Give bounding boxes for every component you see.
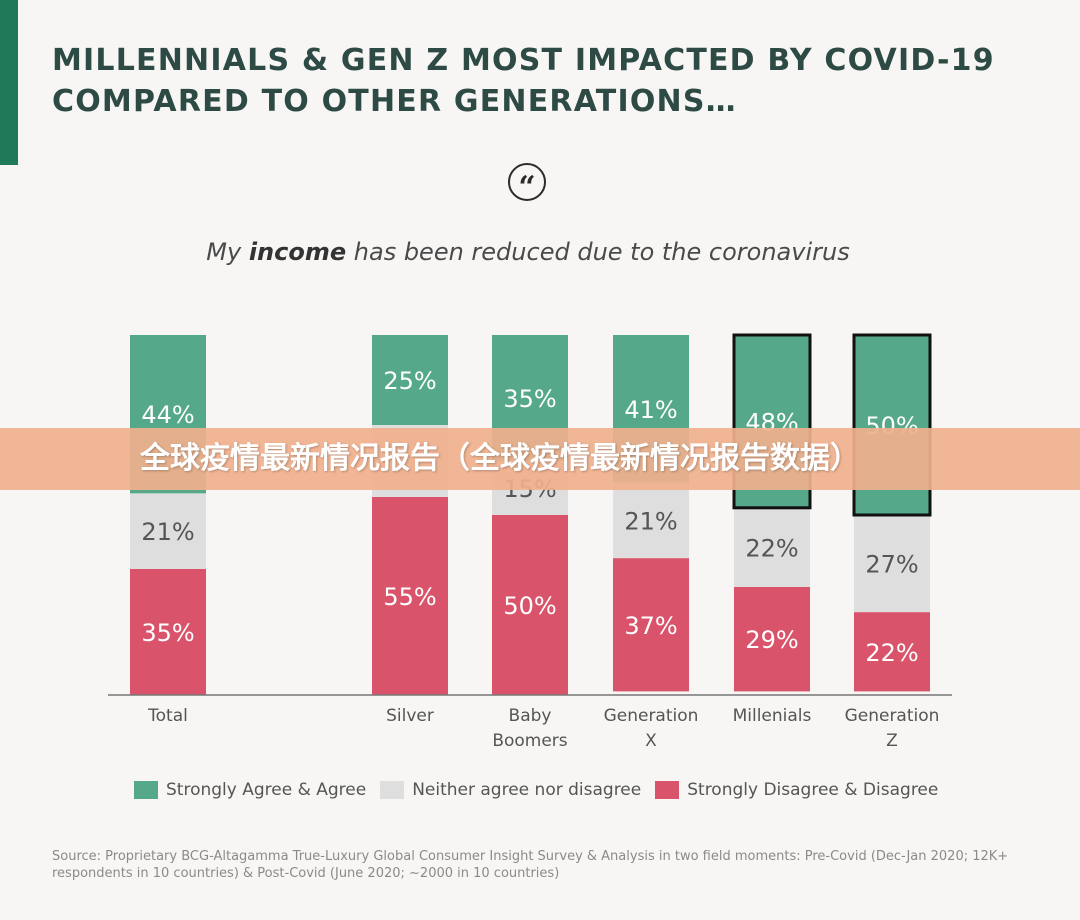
category-label-generation-z: Generation Z: [845, 706, 940, 751]
bar-generation-z-neither-agree-nor-disagree: [854, 515, 930, 613]
bar-millenials-strongly-disagree-disagree: [734, 587, 810, 692]
data-label-generation-z-strongly-disagree-disagree: 22%: [865, 639, 918, 667]
legend-label-neither: Neither agree nor disagree: [412, 780, 642, 800]
data-label-millenials-strongly-disagree-disagree: 29%: [745, 626, 798, 654]
subtitle-before: My: [206, 238, 249, 266]
legend-item-disagree: Strongly Disagree & Disagree: [655, 780, 938, 800]
bar-silver-strongly-disagree-disagree: [372, 497, 448, 695]
category-label-millenials: Millenials: [733, 706, 812, 726]
highlight-box-millenials: [732, 333, 812, 510]
bar-generation-x-strongly-disagree-disagree: [613, 558, 689, 692]
chart-subtitle: My income has been reduced due to the co…: [0, 238, 1056, 266]
bar-generation-z-strongly-disagree-disagree: [854, 612, 930, 692]
data-label-generation-x-strongly-disagree-disagree: 37%: [624, 612, 677, 640]
banner-text: 全球疫情最新情况报告（全球疫情最新情况报告数据）: [140, 441, 860, 476]
data-label-generation-z-neither-agree-nor-disagree: 27%: [865, 551, 918, 579]
category-label-baby-boomers: Baby Boomers: [492, 706, 567, 751]
legend-item-agree: Strongly Agree & Agree: [134, 780, 366, 800]
data-label-millenials-neither-agree-nor-disagree: 22%: [745, 534, 798, 562]
category-label-total: Total: [147, 706, 188, 726]
data-label-total-strongly-disagree-disagree: 35%: [141, 619, 194, 647]
bar-silver-strongly-agree-agree: [372, 335, 448, 425]
highlight-box-generation-z: [852, 333, 932, 517]
category-label-silver: Silver: [386, 706, 434, 726]
data-label-total-strongly-agree-agree: 44%: [141, 401, 194, 429]
data-label-baby-boomers-strongly-agree-agree: 35%: [503, 385, 556, 413]
accent-bar: [0, 0, 18, 165]
chart-legend: Strongly Agree & Agree Neither agree nor…: [134, 780, 952, 800]
category-label-generation-x: Generation X: [604, 706, 699, 751]
data-label-total-neither-agree-nor-disagree: 21%: [141, 518, 194, 546]
data-label-baby-boomers-strongly-disagree-disagree: 50%: [503, 592, 556, 620]
legend-swatch-agree: [134, 781, 158, 799]
bar-millenials-neither-agree-nor-disagree: [734, 507, 810, 587]
subtitle-after: has been reduced due to the coronavirus: [346, 238, 850, 266]
legend-swatch-neither: [380, 781, 405, 799]
bar-generation-x-neither-agree-nor-disagree: [613, 482, 689, 559]
headline: MILLENNIALS & GEN Z MOST IMPACTED BY COV…: [52, 43, 995, 119]
legend-item-neither: Neither agree nor disagree: [380, 780, 641, 800]
legend-swatch-disagree: [655, 781, 680, 799]
data-label-silver-strongly-disagree-disagree: 55%: [383, 583, 436, 611]
data-label-generation-x-strongly-agree-agree: 41%: [624, 396, 677, 424]
data-label-silver-strongly-agree-agree: 25%: [383, 367, 436, 395]
subtitle-bold: income: [248, 238, 347, 266]
bar-baby-boomers-strongly-disagree-disagree: [492, 515, 568, 695]
source-note: Source: Proprietary BCG-Altagamma True-L…: [52, 849, 1009, 881]
data-label-generation-x-neither-agree-nor-disagree: 21%: [624, 507, 677, 535]
legend-label-agree: Strongly Agree & Agree: [166, 780, 367, 800]
overlay-banner: 全球疫情最新情况报告（全球疫情最新情况报告数据）: [0, 428, 1080, 490]
bar-total-strongly-disagree-disagree: [130, 569, 206, 695]
bar-total-neither-agree-nor-disagree: [130, 493, 206, 569]
quote-icon: “: [508, 163, 546, 205]
legend-label-disagree: Strongly Disagree & Disagree: [687, 780, 939, 800]
